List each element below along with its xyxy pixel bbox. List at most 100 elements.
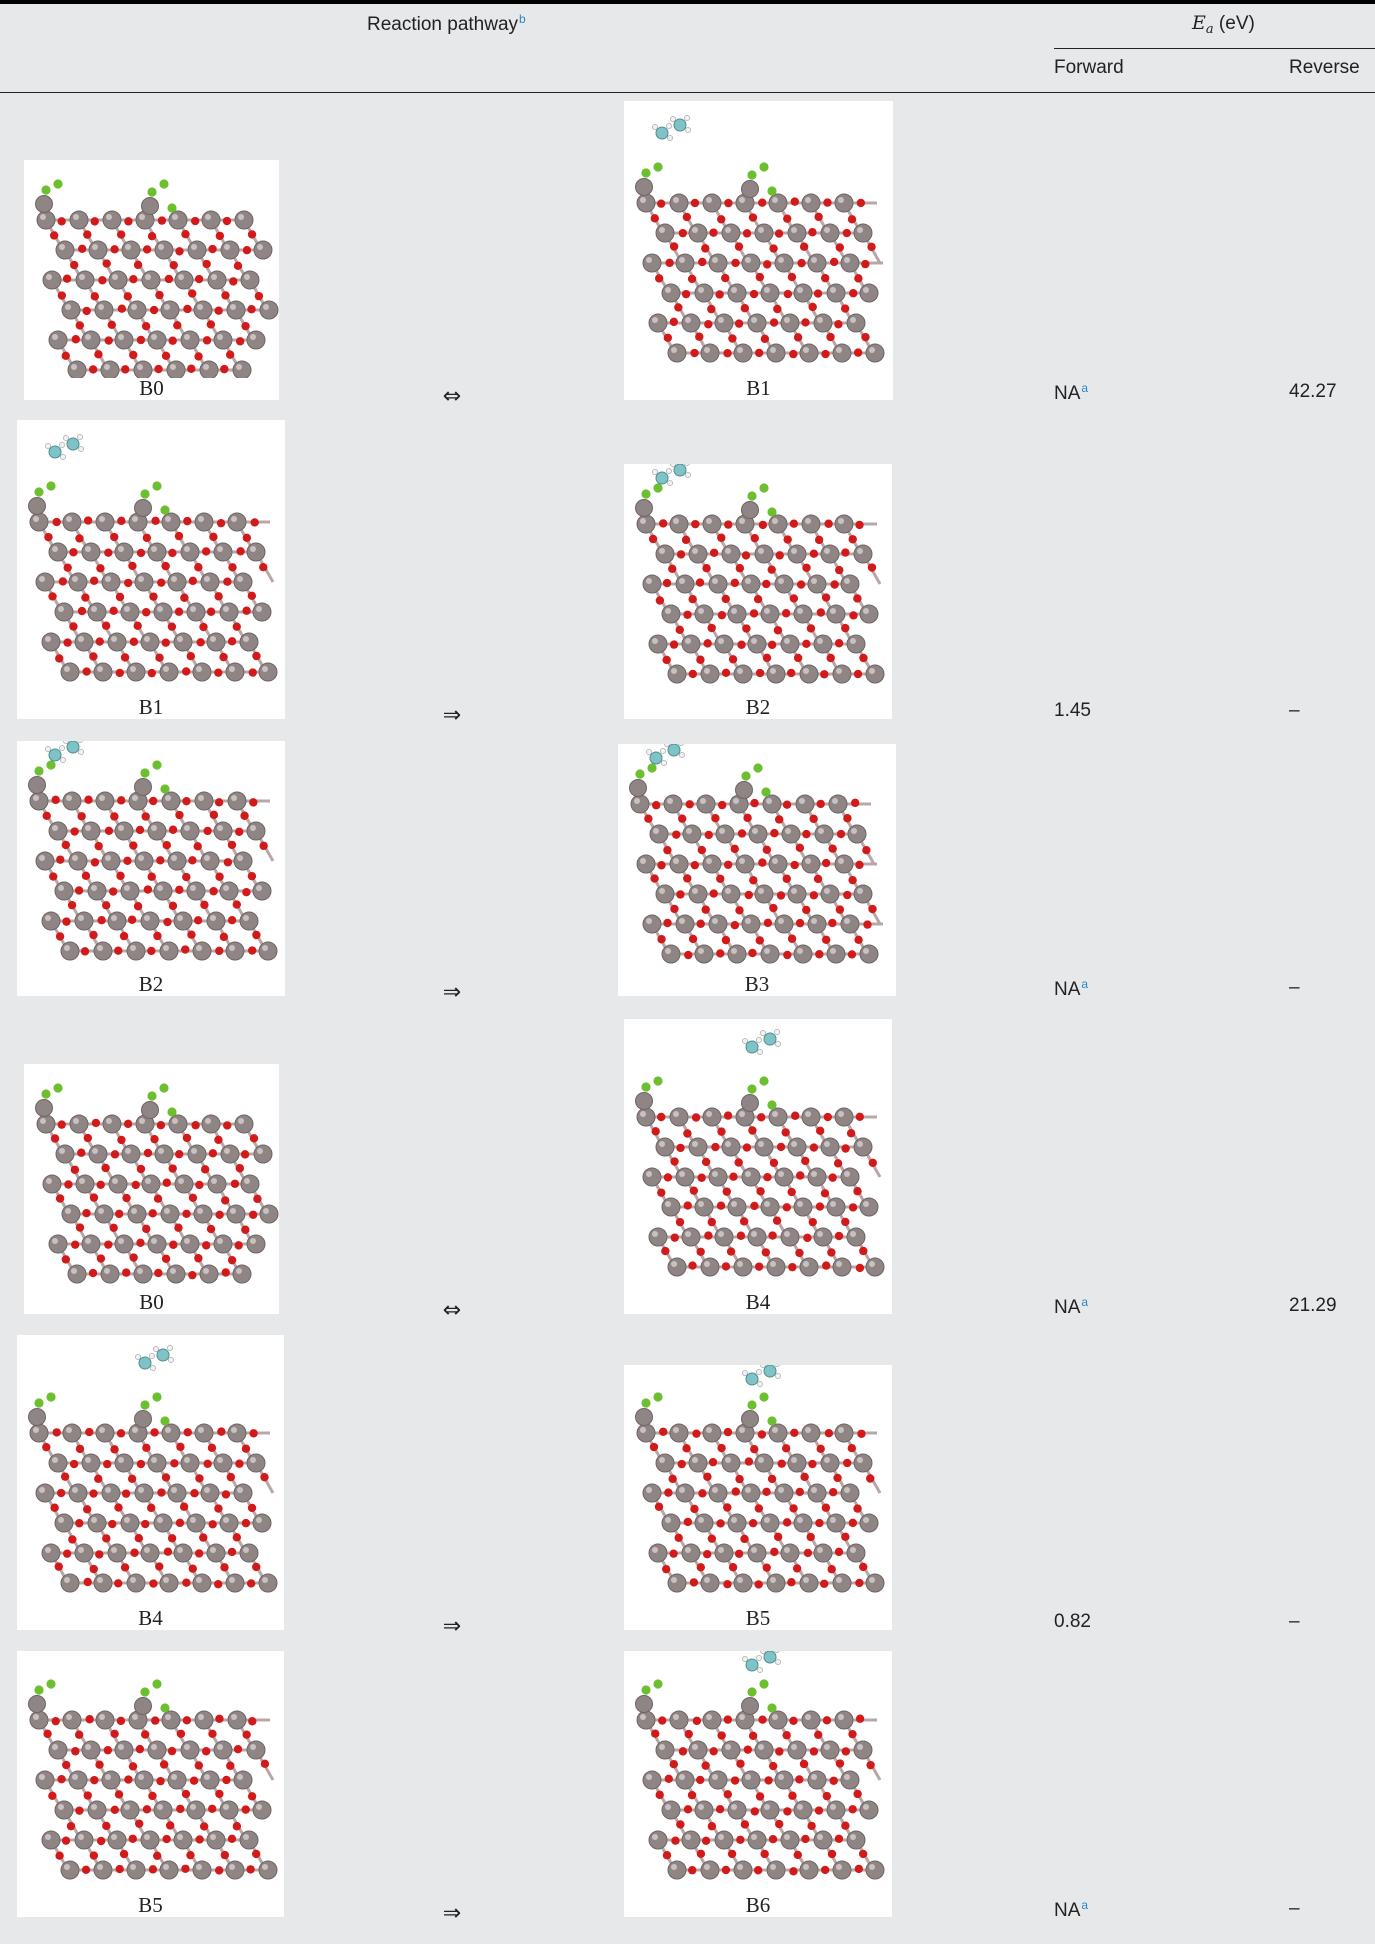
oxygen-atom xyxy=(782,800,792,809)
metal-highlight xyxy=(725,1744,731,1750)
metal-atom xyxy=(663,794,683,814)
oxygen-atom xyxy=(175,1518,185,1528)
oxygen-atom xyxy=(97,915,106,925)
metal-atom xyxy=(107,632,127,652)
oxygen-atom xyxy=(730,1776,740,1785)
hydrogen-atom xyxy=(63,741,69,744)
oxygen-atom xyxy=(119,1849,129,1859)
metal-atom xyxy=(246,542,266,562)
oxygen-atom xyxy=(141,812,150,821)
oxygen-atom xyxy=(181,1789,191,1799)
metal-atom xyxy=(741,1770,761,1790)
fluorine-atom xyxy=(147,187,157,197)
forward-footnote-link[interactable]: a xyxy=(1081,1295,1089,1309)
oxygen-atom xyxy=(186,652,196,661)
oxygen-atom xyxy=(233,261,243,271)
fluorine-atom xyxy=(53,1083,63,1093)
oxygen-atom xyxy=(147,231,157,241)
oxygen-atom xyxy=(768,1761,778,1771)
oxygen-atom xyxy=(232,1822,242,1831)
metal-atom xyxy=(192,941,212,961)
oxygen-atom xyxy=(247,591,257,600)
metal-highlight xyxy=(725,888,731,894)
oxygen-atom xyxy=(170,1459,179,1468)
oxygen-atom xyxy=(788,1791,797,1800)
oxygen-atom xyxy=(826,653,835,663)
metal-highlight xyxy=(132,1427,138,1433)
carbon-atom xyxy=(673,118,687,132)
lattice-svg xyxy=(635,1365,885,1593)
oxygen-atom xyxy=(240,1150,250,1159)
fluorine-atom xyxy=(34,487,44,497)
metal-atom xyxy=(681,313,701,333)
oxygen-atom xyxy=(89,1851,99,1860)
metal-atom xyxy=(127,1204,147,1224)
metal-atom xyxy=(748,824,768,844)
oxygen-atom xyxy=(743,813,752,823)
metal-atom xyxy=(859,1197,879,1217)
carbon-atom xyxy=(673,464,687,477)
metal-atom xyxy=(661,1800,681,1820)
metal-highlight xyxy=(196,1577,202,1583)
oxygen-atom xyxy=(148,1209,157,1218)
pathway-footnote-link[interactable]: b xyxy=(519,12,526,26)
oxygen-atom xyxy=(723,349,732,358)
metal-highlight xyxy=(673,197,679,203)
metal-atom xyxy=(29,1710,49,1730)
forward-footnote-link[interactable]: a xyxy=(1081,977,1089,991)
oxygen-atom xyxy=(142,1443,151,1453)
oxygen-atom xyxy=(120,653,130,662)
forward-footnote-link[interactable]: a xyxy=(1081,381,1089,395)
metal-highlight xyxy=(97,945,103,951)
oxygen-atom xyxy=(215,872,224,881)
metal-atom xyxy=(760,1800,780,1820)
metal-atom xyxy=(233,572,253,592)
metal-highlight xyxy=(131,304,137,310)
metal-atom xyxy=(220,1144,240,1164)
metal-atom xyxy=(94,1204,114,1224)
oxygen-atom xyxy=(769,244,778,253)
hydrogen-atom xyxy=(63,435,69,441)
metal-atom xyxy=(186,881,206,901)
metal-atom xyxy=(636,1107,656,1127)
metal-atom xyxy=(688,544,708,564)
metal-atom xyxy=(240,270,260,290)
oxygen-atom xyxy=(150,1134,159,1144)
metal-atom xyxy=(801,1423,821,1443)
oxygen-atom xyxy=(848,875,857,885)
metal-atom xyxy=(141,1101,159,1119)
oxygen-atom xyxy=(689,1578,699,1587)
oxygen-atom xyxy=(75,1806,84,1815)
metal-atom xyxy=(134,572,154,592)
structure-label: B6 xyxy=(745,1893,771,1917)
metal-atom xyxy=(93,1573,113,1593)
metal-highlight xyxy=(665,608,671,614)
oxygen-atom xyxy=(683,1805,693,1814)
metal-atom xyxy=(741,1167,761,1187)
metal-highlight xyxy=(46,274,52,280)
metal-highlight xyxy=(679,578,685,584)
metal-highlight xyxy=(712,578,718,584)
metal-atom xyxy=(74,1543,94,1563)
metal-highlight xyxy=(797,287,803,293)
metal-atom xyxy=(667,664,687,684)
oxygen-atom xyxy=(781,1128,790,1137)
metal-highlight xyxy=(191,1148,197,1154)
oxygen-atom xyxy=(68,1535,77,1544)
metal-atom xyxy=(134,1770,154,1790)
metal-highlight xyxy=(698,287,704,293)
forward-energy: 0.82 xyxy=(1054,1611,1091,1633)
metal-atom xyxy=(859,604,879,624)
oxygen-atom xyxy=(181,1864,190,1873)
oxygen-atom xyxy=(253,1194,262,1204)
metal-highlight xyxy=(52,825,58,831)
oxygen-atom xyxy=(194,274,204,284)
metal-highlight xyxy=(836,347,842,353)
reaction-arrow: ⇒ xyxy=(442,980,462,1005)
metal-atom xyxy=(669,1710,689,1730)
forward-footnote-link[interactable]: a xyxy=(1081,1898,1089,1912)
metal-atom xyxy=(160,1204,180,1224)
oxygen-atom xyxy=(683,610,692,619)
oxygen-atom xyxy=(227,1547,237,1557)
metal-highlight xyxy=(817,638,823,644)
